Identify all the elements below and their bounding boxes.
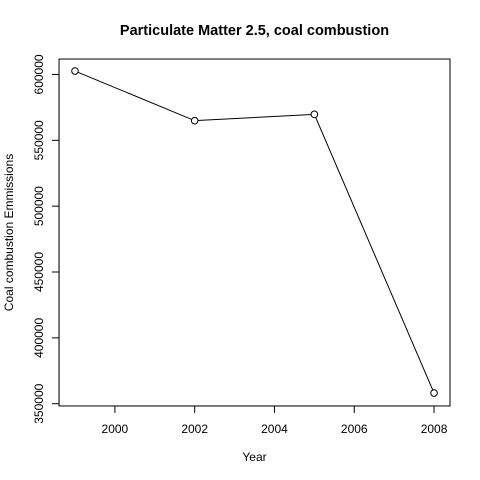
y-tick-label: 400000	[32, 318, 46, 358]
series-line	[74, 70, 435, 394]
data-point	[190, 116, 199, 125]
x-tick-label: 2008	[421, 422, 448, 436]
chart-title: Particulate Matter 2.5, coal combustion	[120, 23, 389, 39]
data-point	[430, 389, 438, 397]
y-tick-label: 550000	[32, 120, 46, 160]
y-tick-label: 600000	[32, 54, 46, 94]
x-tick-label: 2000	[102, 422, 129, 436]
x-axis-label: Year	[242, 450, 266, 464]
x-tick-label: 2006	[341, 422, 368, 436]
data-point	[71, 67, 79, 75]
x-axis: 2000 2002 2004 2006 2008	[102, 405, 448, 436]
series-group	[71, 67, 438, 397]
y-axis: 350000 400000 450000 500000 550000 600000	[32, 54, 60, 424]
data-point	[310, 110, 319, 119]
x-tick-label: 2004	[261, 422, 288, 436]
y-tick-label: 500000	[32, 186, 46, 226]
y-axis-label: Coal combustion Emmissions	[2, 154, 16, 311]
y-tick-label: 350000	[32, 383, 46, 423]
x-tick-label: 2002	[181, 422, 208, 436]
y-tick-label: 450000	[32, 252, 46, 292]
